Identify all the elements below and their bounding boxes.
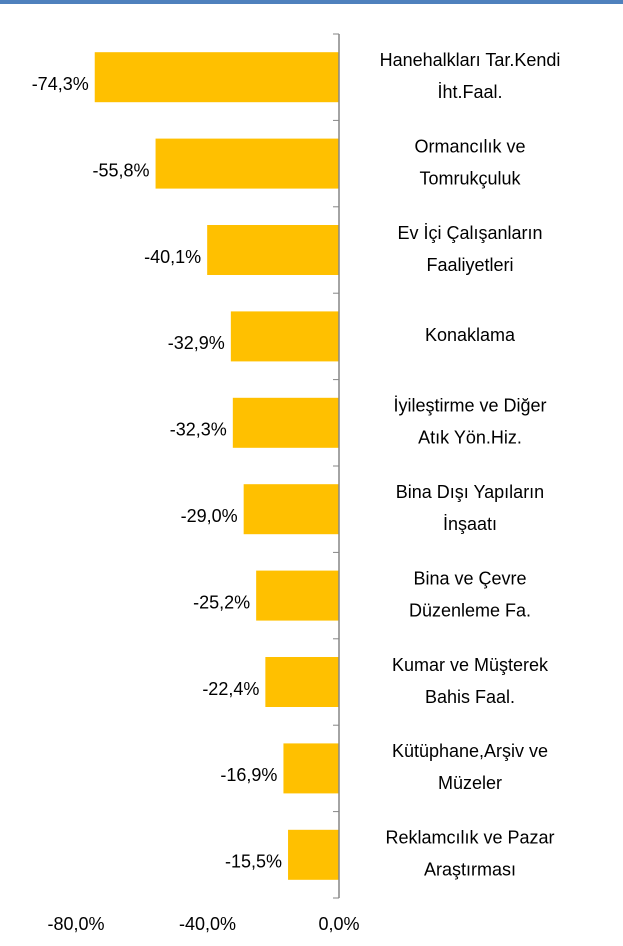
x-tick-label: 0,0% [318,914,359,934]
x-tick-label: -40,0% [179,914,236,934]
x-tick-label: -80,0% [47,914,104,934]
bar [207,225,339,275]
bar [232,397,339,448]
category-label: Müzeler [438,773,502,793]
category-label: Kütüphane,Arşiv ve [392,741,548,761]
bar [265,657,339,707]
category-label: Ev İçi Çalışanların [397,223,542,243]
top-border [0,0,623,4]
bar [243,484,339,535]
category-label: Araştırması [424,860,516,880]
data-label: -32,3% [170,420,227,440]
category-label: İyileştirme ve Diğer [393,396,546,416]
category-label: Reklamcılık ve Pazar [385,828,554,848]
category-label: Ormancılık ve [414,136,525,156]
category-label: İnşaatı [443,514,497,534]
data-label: -32,9% [168,333,225,353]
category-label: Bina Dışı Yapıların [396,482,544,502]
category-label: İht.Faal. [437,82,502,102]
category-label: Düzenleme Fa. [409,600,531,620]
data-label: -15,5% [225,852,282,872]
bar [288,829,339,880]
data-label: -25,2% [193,592,250,612]
category-label: Bina ve Çevre [413,568,526,588]
data-label: -40,1% [144,247,201,267]
bar [283,743,339,794]
category-label: Kumar ve Müşterek [392,655,549,675]
bar [256,570,339,621]
data-label: -29,0% [181,506,238,526]
category-label: Faaliyetleri [426,255,513,275]
data-label: -16,9% [220,765,277,785]
category-label: Bahis Faal. [425,687,515,707]
data-label: -22,4% [202,679,259,699]
category-label: Konaklama [425,325,516,345]
data-label: -74,3% [32,74,89,94]
bar [94,52,340,103]
category-label: Hanehalkları Tar.Kendi [380,50,561,70]
data-label: -55,8% [93,160,150,180]
category-label: Atık Yön.Hiz. [418,428,522,448]
bar [230,311,339,362]
category-label: Tomrukçuluk [419,168,521,188]
bar [155,138,339,189]
